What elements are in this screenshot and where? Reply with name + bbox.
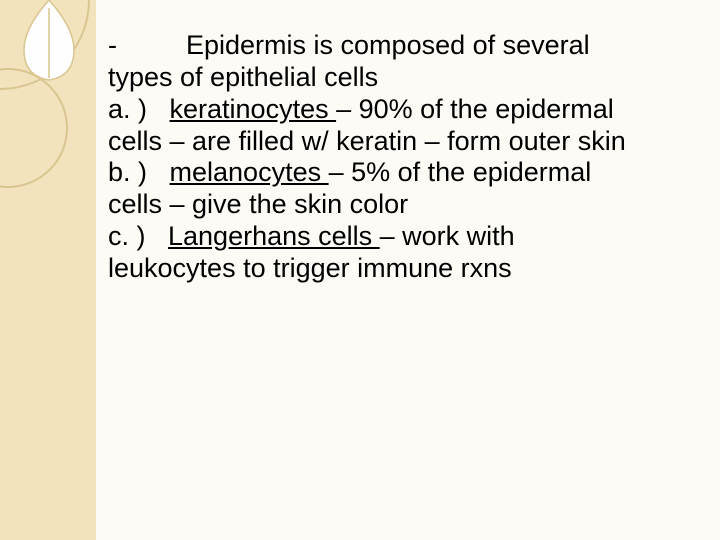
leaf-icon bbox=[20, 0, 78, 82]
item-term: Langerhans cells bbox=[168, 221, 380, 251]
slide-content: - Epidermis is composed of several types… bbox=[108, 30, 628, 285]
list-item: c. ) Langerhans cells – work with leukoc… bbox=[108, 221, 628, 285]
intro-line: - Epidermis is composed of several types… bbox=[108, 30, 628, 94]
item-label: b. ) bbox=[108, 157, 170, 187]
item-term: keratinocytes bbox=[170, 94, 337, 124]
list-item: b. ) melanocytes – 5% of the epidermal c… bbox=[108, 157, 628, 221]
item-term: melanocytes bbox=[170, 157, 329, 187]
list-item: a. ) keratinocytes – 90% of the epiderma… bbox=[108, 94, 628, 158]
item-label: c. ) bbox=[108, 221, 168, 251]
slide-background: - Epidermis is composed of several types… bbox=[0, 0, 720, 540]
bullet-dash: - bbox=[108, 30, 156, 62]
item-label: a. ) bbox=[108, 94, 170, 124]
